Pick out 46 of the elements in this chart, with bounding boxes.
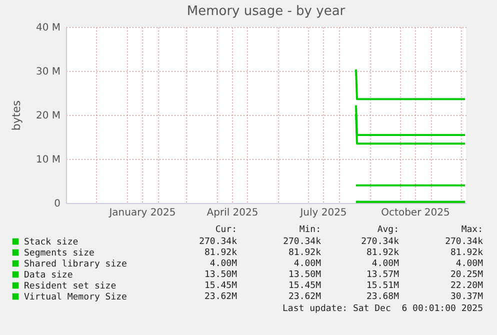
legend-label: Segments size [24,248,94,258]
text: Avg: [377,225,399,236]
legend-label: Resident set size [24,282,116,292]
text: 81.92k [366,248,399,259]
text: 23.62M [288,292,321,303]
chart-title: Memory usage - by year [186,4,346,19]
text: 20.25M [450,270,483,281]
text: 15.51M [366,281,399,292]
x-tick-label: July 2025 [299,208,347,218]
text: Last update: Sat Dec 6 00:01:00 2025 [282,304,483,315]
text: 23.62M [204,292,237,303]
legend-label: Shared library size [24,260,127,270]
legend-label: Stack size [24,238,78,248]
x-tick-label: January 2025 [108,208,176,218]
text: 23.68M [366,292,399,303]
x-tick-label: October 2025 [381,208,450,218]
text: Max: [461,225,483,236]
x-tick-label: April 2025 [206,208,258,218]
text: 270.34k [361,237,399,248]
y-axis-title: bytes [10,100,23,131]
text: 13.50M [204,270,237,281]
text: 15.45M [288,281,321,292]
text: 81.92k [204,248,237,259]
text: 81.92k [288,248,321,259]
y-tick-label: 0 [54,198,60,210]
y-tick-label: 20 M [36,110,60,122]
y-tick-label: 10 M [36,154,60,166]
text: 30.37M [450,292,483,303]
legend-label: Data size [24,270,73,280]
text: 13.57M [366,270,399,281]
text: 4.00M [372,259,399,270]
text: 270.34k [445,237,483,248]
text: Min: [299,225,321,236]
text: 22.20M [450,281,483,292]
text: 4.00M [456,259,483,270]
y-tick-label: 40 M [36,22,60,34]
text: 4.00M [210,259,237,270]
text: 270.34k [283,237,321,248]
text: 4.00M [294,259,321,270]
text: 15.45M [204,281,237,292]
text: 270.34k [199,237,237,248]
y-tick-label: 30 M [36,66,60,78]
legend-label: Virtual Memory Size [24,292,127,302]
text: 13.50M [288,270,321,281]
text: Cur: [215,225,237,236]
text: 81.92k [450,248,483,259]
